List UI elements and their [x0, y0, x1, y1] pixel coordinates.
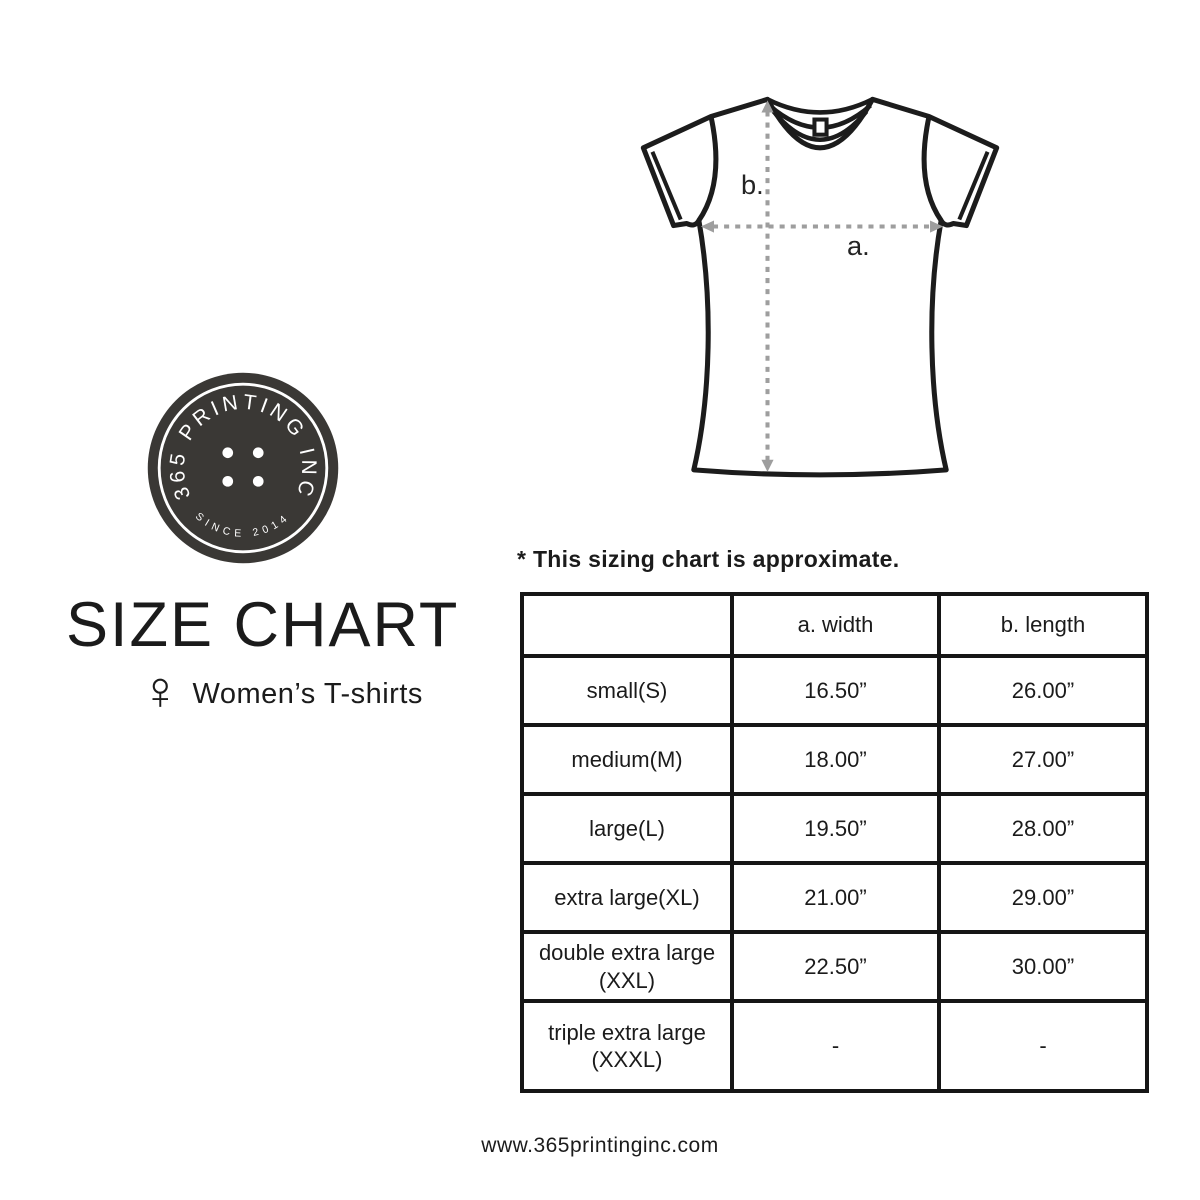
neck-tag [812, 117, 829, 137]
page-title: SIZE CHART [66, 590, 460, 660]
header-size [520, 592, 734, 658]
logo-ring [157, 382, 329, 554]
table-header-row: a. width b. length [520, 592, 1149, 658]
logo-circle [147, 372, 339, 564]
table-row: medium(M) 18.00” 27.00” [520, 723, 1149, 796]
armhole-seam-left [696, 115, 719, 222]
length-cell: 26.00” [937, 654, 1149, 727]
button-hole-dot [252, 476, 264, 487]
width-label: a. [847, 230, 870, 261]
table-row: triple extra large (XXXL) - - [520, 999, 1149, 1093]
button-hole-dot [222, 476, 234, 487]
width-cell: 18.00” [730, 723, 941, 796]
length-cell: - [937, 999, 1149, 1093]
table-row: extra large(XL) 21.00” 29.00” [520, 861, 1149, 934]
header-width: a. width [730, 592, 941, 658]
subtitle-row: ♀ Women’s T-shirts [140, 664, 423, 718]
size-cell: large(L) [520, 792, 734, 865]
length-cell: 27.00” [937, 723, 1149, 796]
length-label: b. [741, 169, 764, 200]
button-holes-icon [222, 447, 264, 487]
arrowhead-down-icon [761, 459, 774, 472]
collar-arc-front [771, 110, 869, 142]
width-cell: 21.00” [730, 861, 941, 934]
size-table: a. width b. length small(S) 16.50” 26.00… [520, 592, 1149, 1093]
website-url: www.365printinginc.com [481, 1134, 719, 1157]
sizing-note: * This sizing chart is approximate. [517, 546, 900, 572]
page-subtitle: Women’s T-shirts [192, 677, 423, 710]
arrowhead-right-icon [930, 220, 944, 233]
size-cell: triple extra large (XXXL) [520, 999, 734, 1093]
table-row: small(S) 16.50” 26.00” [520, 654, 1149, 727]
shirt-outline [640, 96, 1000, 478]
size-cell: small(S) [520, 654, 734, 727]
width-cell: 16.50” [730, 654, 941, 727]
size-cell: double extra large (XXL) [520, 930, 734, 1003]
size-cell: medium(M) [520, 723, 734, 796]
width-cell: 19.50” [730, 792, 941, 865]
tshirt-diagram: b. a. [640, 96, 1000, 478]
button-hole-dot [222, 447, 234, 459]
sleeve-cuff-line-left [650, 151, 683, 221]
size-cell: extra large(XL) [520, 861, 734, 934]
header-length: b. length [937, 592, 1149, 658]
sleeve-cuff-line-right [957, 151, 990, 221]
length-cell: 29.00” [937, 861, 1149, 934]
button-hole-dot [252, 447, 264, 459]
table-row: double extra large (XXL) 22.50” 30.00” [520, 930, 1149, 1003]
arrowhead-left-icon [700, 220, 714, 233]
armhole-seam-right [921, 115, 944, 222]
brand-logo: 365 PRINTING INC SINCE 2014 [147, 372, 339, 564]
length-cell: 28.00” [937, 792, 1149, 865]
arrowhead-up-icon [761, 100, 774, 113]
table-row: large(L) 19.50” 28.00” [520, 792, 1149, 865]
collar-arc-back [766, 97, 874, 115]
length-cell: 30.00” [937, 930, 1149, 1003]
female-symbol-icon: ♀ [140, 661, 181, 721]
width-cell: - [730, 999, 941, 1093]
width-cell: 22.50” [730, 930, 941, 1003]
